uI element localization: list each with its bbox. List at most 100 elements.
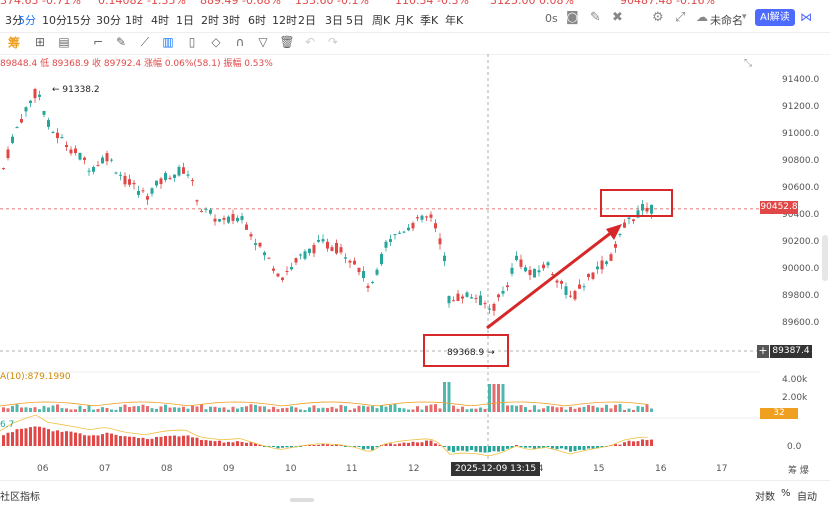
interval-option[interactable]: 4时 [151,14,169,27]
delete-icon[interactable]: ✖ [612,10,623,25]
candle-body [420,215,424,220]
side-scroll-handle[interactable] [822,235,828,281]
macd-bar [60,431,64,446]
tag-icon[interactable]: ◇ [211,35,221,49]
indicator-icon[interactable]: ⊞ [34,35,46,49]
interval-option[interactable]: 2时 [201,14,219,27]
volume-bar [348,409,352,412]
crop-icon[interactable]: ⌐ [92,35,104,49]
macd-bar [47,429,50,446]
volume-bar [11,405,14,412]
community-indicators-link[interactable]: 社区指标 [0,492,40,503]
interval-option[interactable]: 周K [372,14,391,27]
candle-body [461,296,464,299]
candle-body [569,295,572,297]
interval-option[interactable]: 5日 [346,14,364,27]
volume-bar [285,407,289,412]
macd-bar [524,446,527,448]
interval-option[interactable]: 5分 [18,14,36,27]
undo-icon[interactable]: ↶ [304,35,316,49]
interval-option[interactable]: 3分 [5,14,23,27]
candle-body [267,257,271,259]
bars-icon[interactable]: ▥ [162,35,174,49]
candle-body [339,247,343,253]
ticker-item[interactable]: 889.49 -0.68% [200,0,281,6]
macd-bar [443,446,446,447]
template-icon[interactable]: ▤ [58,35,70,49]
high-value: 91338.2 [62,85,100,95]
volume-bar [551,406,554,412]
ticker-item[interactable]: 133.60 -0.1% [295,0,369,6]
ticker-item[interactable]: 90487.48 -0.16% [620,0,715,6]
macd-bar [389,443,392,446]
interval-option[interactable]: 1日 [176,14,194,27]
macd-bar [564,446,568,450]
expand-icon[interactable]: ⤡ [744,58,752,69]
volume-bar [209,406,212,412]
add-alert-button[interactable]: + [757,344,769,358]
pen-icon[interactable]: ✎ [115,35,127,49]
auto-scale-toggle[interactable]: 自动 [797,492,817,503]
interval-option[interactable]: 月K [395,14,414,27]
volume-bar [492,384,496,412]
candlestick-chart[interactable] [0,54,830,480]
magnet-icon[interactable]: ∩ [235,35,245,49]
fullscreen-icon[interactable]: ⤢ [675,10,686,25]
macd-bar [56,430,59,446]
volume-bar [227,409,230,412]
interval-option[interactable]: 1时 [125,14,143,27]
interval-option[interactable]: 15分 [66,14,91,27]
candle-body [222,217,226,220]
time-tick: 16 [655,464,667,474]
interval-option[interactable]: 30分 [96,14,121,27]
redo-icon[interactable]: ↷ [327,35,339,49]
ticker-item[interactable]: 0.14082 -1.35% [98,0,186,6]
interval-option[interactable]: 季K [420,14,439,27]
chevron-down-icon[interactable]: ▾ [742,12,747,22]
volume-bar [456,408,460,412]
candle-body [402,231,406,233]
settings-icon[interactable]: ⚙ [652,10,664,25]
volume-bar [137,406,140,412]
ticker-item[interactable]: 3125.00 0.08% [490,0,574,6]
interval-option[interactable]: 3日 [325,14,343,27]
candle-body [573,290,577,300]
volume-bar [146,406,149,412]
ticker-item[interactable]: 110.34 -0.3% [395,0,469,6]
volume-bar [627,408,631,412]
interval-option[interactable]: 10分 [42,14,67,27]
share-icon[interactable]: ⋈ [800,10,812,24]
trash-icon[interactable]: 🗑 [279,35,295,49]
camera-icon[interactable]: ◙ [566,10,579,25]
time-tick: 07 [99,464,111,474]
macd-bar [447,446,451,451]
ai-interpret-button[interactable]: AI解读 [755,9,795,26]
macd-bar [96,435,100,446]
filter-icon[interactable]: ▽ [258,35,268,49]
edit-icon[interactable]: ✎ [590,10,601,25]
macd-bar [128,436,131,446]
candle-body [398,232,401,234]
ruler-icon[interactable]: ⟋ [140,34,150,49]
macd-bar [15,429,19,446]
interval-option[interactable]: 年K [445,14,464,27]
macd-bar [272,446,275,447]
volume-bar [155,408,158,412]
interval-option[interactable]: 12时 [272,14,297,27]
interval-option[interactable]: 3时 [222,14,240,27]
log-scale-toggle[interactable]: 对数 [755,492,775,503]
macd-bar [74,432,77,446]
scrollbar-handle[interactable] [290,498,314,502]
macd-bar [497,446,500,452]
interval-option[interactable]: 2日 [298,14,316,27]
interval-option[interactable]: 6时 [248,14,266,27]
volume-bar [204,409,208,412]
volume-bar [182,406,185,412]
macd-bar [650,439,653,446]
chip-icon[interactable]: 筹 [8,36,21,50]
clipboard-icon[interactable]: ▯ [188,35,196,49]
percent-scale-toggle[interactable]: % [781,488,791,499]
layout-name[interactable]: 未命名 [710,14,743,27]
ticker-item[interactable]: 374.63 -0.71% [0,0,81,6]
price-tick: 90800.0 [782,156,820,166]
